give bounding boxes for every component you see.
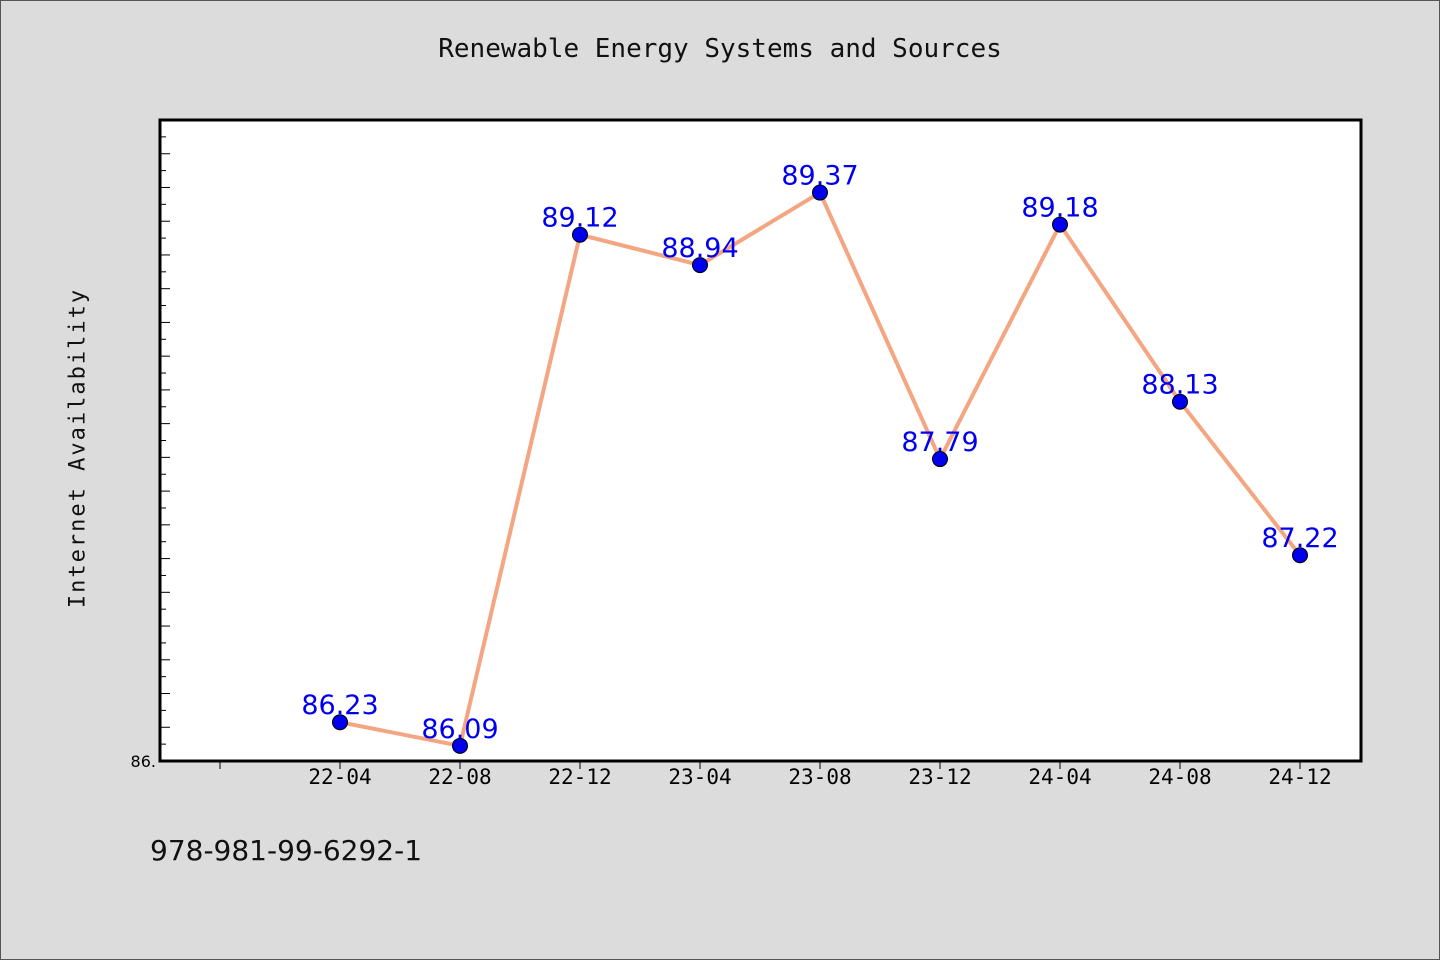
x-tick-label: 23-04 bbox=[668, 765, 731, 789]
data-label: 89.18 bbox=[1021, 193, 1098, 224]
data-point bbox=[1292, 547, 1308, 564]
data-point bbox=[572, 226, 588, 243]
x-tick-label: 23-08 bbox=[788, 765, 851, 789]
data-label: 87.79 bbox=[901, 427, 978, 458]
data-label: 88.94 bbox=[661, 233, 738, 264]
data-point bbox=[452, 737, 468, 754]
y-axis-ticks: 86. bbox=[131, 119, 170, 771]
x-tick-label: 24-12 bbox=[1268, 765, 1331, 789]
y-tick-label: 86. bbox=[131, 752, 156, 771]
x-tick-label: 24-04 bbox=[1028, 765, 1091, 789]
data-label: 86.23 bbox=[301, 690, 378, 721]
data-point bbox=[812, 184, 828, 201]
x-axis-ticks: 22-04 22-08 22-12 23-04 23-08 23-12 24-04 24-08… bbox=[219, 761, 1332, 789]
plot-area bbox=[158, 118, 1363, 763]
data-point bbox=[332, 714, 348, 731]
x-tick-label: 23-12 bbox=[908, 765, 971, 789]
data-label: 88.13 bbox=[1141, 370, 1218, 401]
data-label: 89.37 bbox=[781, 161, 858, 192]
series-points bbox=[332, 184, 1308, 754]
x-tick-label: 22-04 bbox=[308, 765, 371, 789]
chart-title: Renewable Energy Systems and Sources bbox=[438, 34, 1002, 64]
data-label: 86.09 bbox=[421, 714, 498, 745]
data-point bbox=[1172, 393, 1188, 410]
data-point bbox=[1052, 216, 1068, 233]
data-label: 89.12 bbox=[541, 203, 618, 234]
isbn-text: 978-981-99-6292-1 bbox=[150, 834, 423, 867]
data-label: 87.22 bbox=[1261, 523, 1338, 554]
data-point bbox=[932, 451, 948, 468]
data-labels: 86.23 86.09 89.12 88.94 89.37 87.79 89.18 88.13… bbox=[301, 161, 1338, 745]
x-tick-label: 22-12 bbox=[548, 765, 611, 789]
x-tick-label: 22-08 bbox=[428, 765, 491, 789]
data-point bbox=[692, 257, 708, 274]
x-tick-label: 24-08 bbox=[1148, 765, 1211, 789]
